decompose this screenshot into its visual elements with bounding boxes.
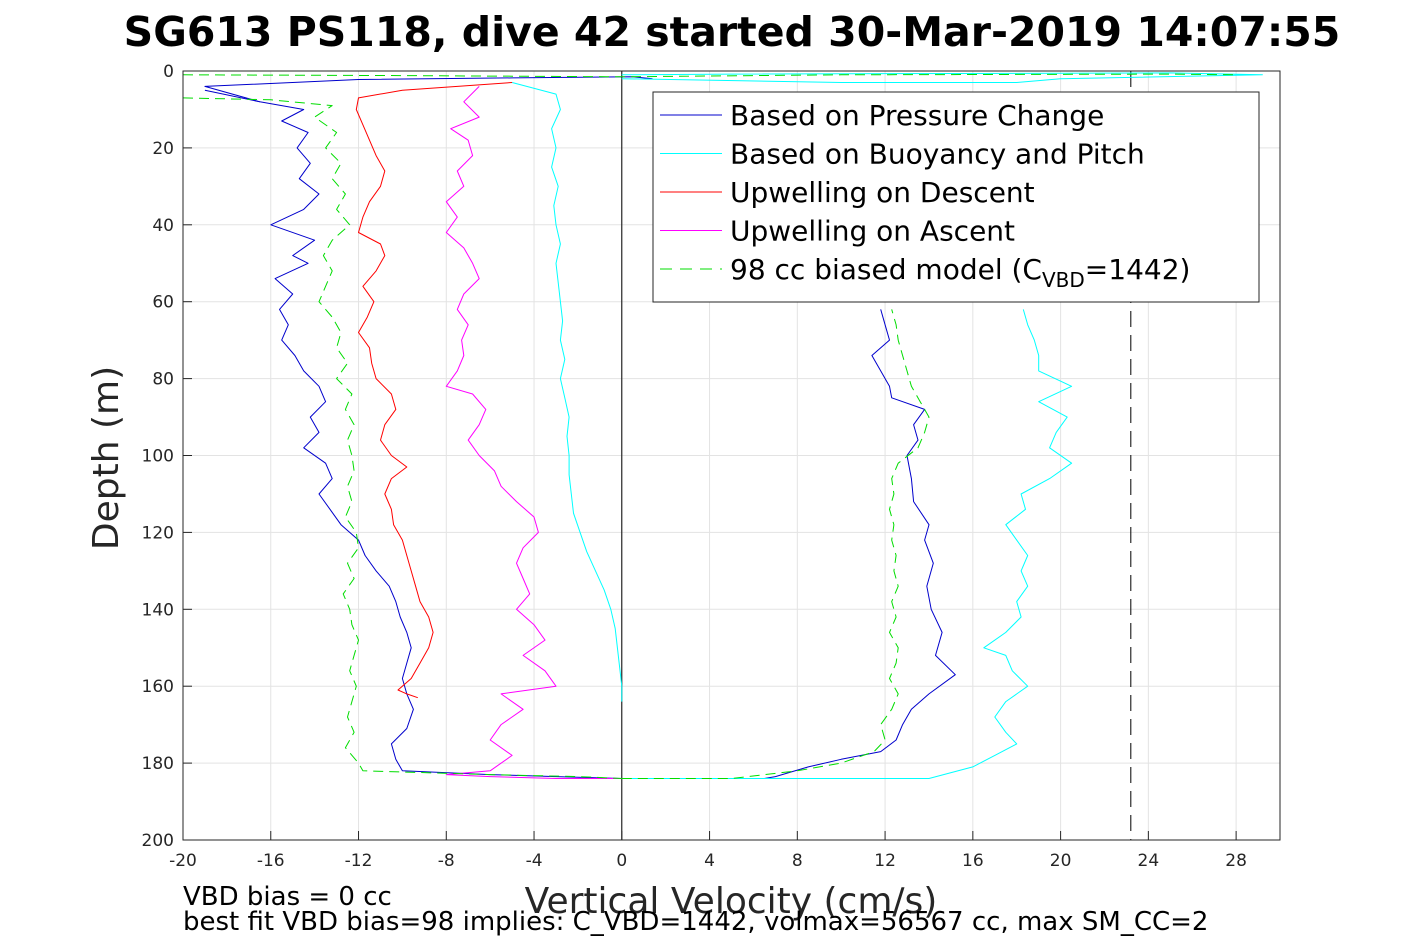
series-line-3 — [445, 86, 622, 779]
legend-box — [652, 91, 1260, 303]
x-tick-label: -16 — [257, 851, 285, 871]
legend-label-2: Upwelling on Descent — [730, 176, 1035, 209]
x-tick-label: -4 — [526, 851, 543, 871]
x-tick-label: -20 — [169, 851, 197, 871]
y-tick-label: 100 — [142, 447, 174, 467]
x-tick-label: -12 — [345, 851, 373, 871]
y-tick-label: 120 — [142, 523, 174, 543]
y-tick-label: 80 — [152, 370, 174, 390]
x-tick-label: 8 — [792, 851, 803, 871]
y-tick-label: 0 — [163, 62, 174, 82]
footer-line-1: VBD bias = 0 cc — [183, 882, 392, 912]
y-tick-label: 40 — [152, 216, 174, 236]
series-line-4 — [621, 309, 930, 779]
y-axis-label: Depth (m) — [86, 366, 127, 550]
legend-label-0: Based on Pressure Change — [730, 99, 1104, 132]
x-tick-label: 28 — [1225, 851, 1247, 871]
y-tick-label: 60 — [152, 293, 174, 313]
series-line-0 — [621, 309, 956, 779]
series-line-1 — [511, 82, 623, 702]
legend-label-4: 98 cc biased model (CVBD=1442) — [730, 253, 1190, 292]
x-axis-ticks: -20 -16 -12 -8 -4 0 4 8 12 16 20 24 28 — [169, 831, 1247, 871]
series-line-1 — [621, 72, 1263, 83]
x-axis-label: Vertical Velocity (cm/s) — [525, 881, 938, 922]
series-line-4 — [182, 97, 622, 779]
x-tick-label: 12 — [874, 851, 896, 871]
y-axis-ticks: 0 20 40 60 80 100 120 140 160 180 200 — [142, 62, 192, 851]
x-tick-label: 0 — [616, 851, 627, 871]
x-tick-label: 16 — [962, 851, 984, 871]
legend-label-1: Based on Buoyancy and Pitch — [730, 138, 1145, 171]
series-line-2 — [355, 82, 513, 699]
legend-label-3: Upwelling on Ascent — [730, 215, 1015, 248]
x-tick-label: 4 — [704, 851, 715, 871]
series-line-0 — [204, 89, 622, 779]
footer-line-2: best fit VBD bias=98 implies: C_VBD=1442… — [183, 907, 1208, 937]
series-line-1 — [621, 309, 1073, 779]
series-line-4 — [182, 73, 1237, 78]
x-tick-label: 24 — [1138, 851, 1160, 871]
series-lines — [182, 72, 1263, 779]
y-tick-label: 200 — [142, 831, 174, 851]
chart-title: SG613 PS118, dive 42 started 30-Mar-2019… — [124, 8, 1341, 56]
x-tick-label: -8 — [438, 851, 455, 871]
x-tick-label: 20 — [1050, 851, 1072, 871]
legend: Based on Pressure Change Based on Buoyanc… — [652, 91, 1260, 303]
y-tick-label: 180 — [142, 754, 174, 774]
y-tick-label: 20 — [152, 139, 174, 159]
y-tick-label: 140 — [142, 600, 174, 620]
y-tick-label: 160 — [142, 677, 174, 697]
